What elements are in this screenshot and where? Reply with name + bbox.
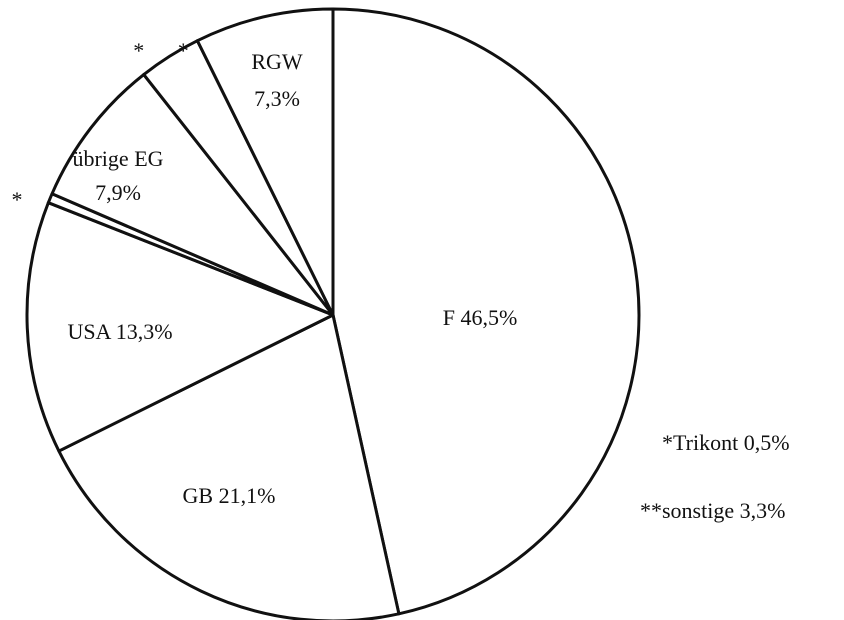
pie-label-f: F 46,5% — [443, 305, 518, 330]
pie-label-trikont: * — [12, 187, 23, 212]
legend: *Trikont 0,5% **sonstige 3,3% — [640, 430, 790, 523]
pie-label-sonstige: * * — [133, 38, 203, 63]
pie-outline — [26, 8, 640, 620]
pie-slices — [25, 7, 641, 620]
pie-labels: F 46,5% GB 21,1% USA 13,3% * übrige EG 7,9% * … — [12, 38, 518, 508]
pie-label-gb: GB 21,1% — [183, 483, 276, 508]
legend-entry-trikont: *Trikont 0,5% — [662, 430, 790, 455]
pie-label--brige-eg: übrige EG 7,9% — [72, 146, 163, 205]
pie-label-rgw: RGW 7,3% — [251, 49, 303, 111]
legend-entry-sonstige: **sonstige 3,3% — [640, 498, 785, 523]
pie-label-usa: USA 13,3% — [67, 319, 172, 344]
